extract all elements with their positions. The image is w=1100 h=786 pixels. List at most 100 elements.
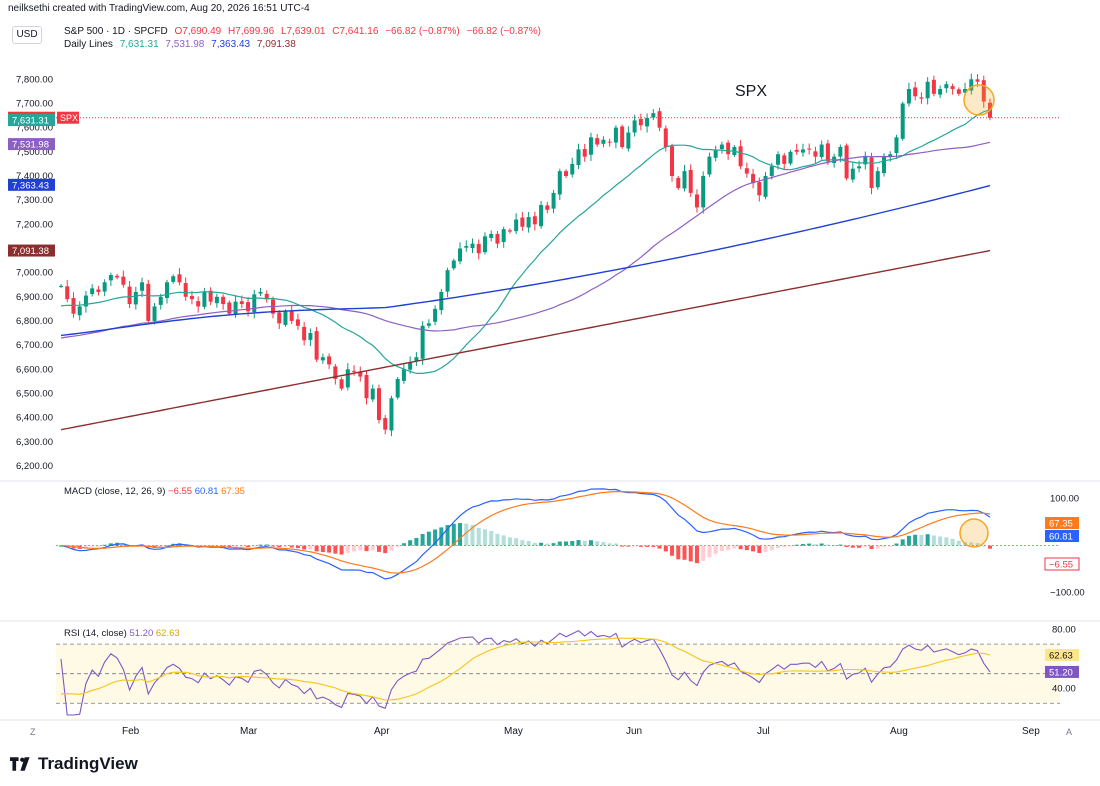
corner-right-label: A bbox=[1066, 727, 1072, 737]
price-tag-label: 7,631.31 bbox=[12, 116, 49, 127]
candle bbox=[133, 291, 138, 305]
candle bbox=[925, 81, 930, 99]
candle bbox=[196, 301, 201, 307]
candle bbox=[944, 84, 949, 89]
macd-bar bbox=[813, 544, 818, 546]
macd-bar bbox=[295, 545, 300, 549]
candle bbox=[258, 291, 263, 294]
macd-bar bbox=[819, 543, 824, 546]
y-tick-label: 7,000.00 bbox=[16, 268, 53, 279]
candle bbox=[888, 154, 893, 158]
candle bbox=[882, 156, 887, 174]
candle bbox=[769, 166, 774, 176]
currency-button[interactable]: USD bbox=[12, 26, 42, 44]
macd-bar bbox=[514, 538, 519, 546]
macd-bar bbox=[894, 543, 899, 546]
candle bbox=[102, 282, 107, 292]
price-tag-label: 7,363.43 bbox=[12, 180, 49, 191]
macd-bar bbox=[83, 545, 88, 548]
macd-tick-label: 100.00 bbox=[1050, 494, 1079, 505]
macd-tag-label: 60.81 bbox=[1049, 532, 1073, 543]
candle bbox=[651, 113, 656, 118]
candle bbox=[545, 205, 550, 210]
candles bbox=[59, 73, 992, 437]
macd-bar bbox=[96, 545, 101, 547]
macd-tag-label: 67.35 bbox=[1049, 519, 1073, 530]
candle bbox=[320, 357, 325, 361]
candle bbox=[751, 173, 756, 184]
price-tag-symbol: SPX bbox=[60, 113, 78, 123]
candle bbox=[127, 286, 132, 305]
candle bbox=[202, 291, 207, 307]
macd-bar bbox=[595, 541, 600, 546]
macd-bar bbox=[495, 533, 500, 546]
candle bbox=[227, 302, 232, 314]
macd-bar bbox=[551, 543, 556, 546]
y-tick-label: 6,900.00 bbox=[16, 292, 53, 303]
macd-bar bbox=[701, 545, 706, 561]
macd-bar bbox=[975, 543, 980, 546]
candle bbox=[308, 333, 313, 340]
macd-bar bbox=[489, 531, 494, 546]
candle bbox=[476, 244, 481, 254]
candle bbox=[152, 306, 157, 321]
macd-bar bbox=[408, 540, 413, 546]
chart-canvas[interactable]: SPX 6,200.00 6,300.00 6,400.00 6,500.00 6,600… bbox=[0, 0, 1100, 750]
candle bbox=[364, 374, 369, 399]
candle bbox=[863, 156, 868, 165]
macd-legend: MACD (close, 12, 26, 9) −6.55 60.81 67.3… bbox=[64, 486, 245, 497]
candle bbox=[757, 182, 762, 196]
macd-tag-bg bbox=[1045, 517, 1079, 529]
price-tag-label: 7,091.38 bbox=[12, 246, 49, 257]
candle bbox=[663, 128, 668, 147]
rsi-tag-label: 51.20 bbox=[1049, 667, 1073, 678]
macd-tag-bg bbox=[1044, 557, 1080, 571]
macd-bar bbox=[252, 545, 257, 547]
x-tick-label: Feb bbox=[122, 726, 140, 737]
tradingview-logo-icon bbox=[10, 757, 30, 771]
macd-bar bbox=[663, 545, 668, 552]
ma20-value: 7,631.31 bbox=[119, 39, 159, 50]
candle bbox=[221, 296, 226, 305]
candle bbox=[807, 148, 812, 150]
candle bbox=[327, 356, 332, 365]
rsi-ma-value: 62.63 bbox=[155, 628, 180, 639]
macd-bar bbox=[539, 542, 544, 546]
macd-bar bbox=[645, 545, 650, 547]
macd-bar bbox=[844, 545, 849, 548]
macd-bar bbox=[670, 545, 675, 556]
y-tick-label: 7,400.00 bbox=[16, 171, 53, 182]
candle bbox=[389, 398, 394, 431]
tradingview-brand[interactable]: TradingView bbox=[10, 754, 138, 774]
candle bbox=[963, 88, 968, 93]
candle bbox=[638, 118, 643, 126]
y-tick-label: 6,500.00 bbox=[16, 388, 53, 399]
macd-bar bbox=[832, 545, 837, 547]
candle bbox=[800, 149, 805, 153]
macd-tag-label: −6.55 bbox=[1049, 560, 1073, 571]
macd-bar bbox=[981, 545, 986, 547]
macd-bar bbox=[270, 545, 275, 547]
candle bbox=[65, 286, 70, 300]
y-tick-label: 6,700.00 bbox=[16, 340, 53, 351]
candle bbox=[595, 138, 600, 145]
candle bbox=[59, 285, 63, 287]
macd-bar bbox=[258, 544, 263, 546]
highlight-circle-macd bbox=[959, 518, 989, 548]
candle bbox=[744, 168, 749, 174]
candle bbox=[164, 282, 169, 298]
macd-bar bbox=[682, 545, 687, 560]
x-tick-label: Jul bbox=[757, 726, 770, 737]
macd-bar bbox=[719, 545, 724, 551]
candle bbox=[383, 418, 388, 430]
macd-bar bbox=[283, 545, 288, 547]
candle bbox=[931, 79, 936, 94]
candle bbox=[688, 169, 693, 193]
macd-bar bbox=[657, 545, 662, 549]
macd-bar bbox=[476, 527, 481, 546]
ohlc-high: H7,699.96 bbox=[228, 26, 275, 37]
candle bbox=[570, 163, 575, 175]
price-tag: 7,531.98 bbox=[8, 138, 55, 151]
macd-tag: 67.35 bbox=[1045, 517, 1079, 530]
candle bbox=[96, 289, 101, 292]
